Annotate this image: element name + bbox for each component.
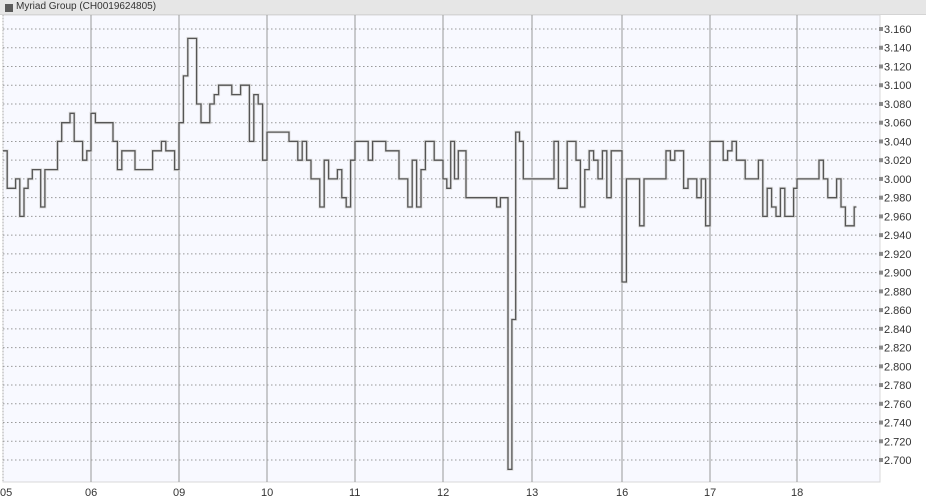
y-tick-label: 2.700 — [884, 455, 912, 467]
y-tick-label: 2.860 — [884, 305, 912, 317]
y-tick-label: 3.160 — [884, 24, 912, 36]
y-tick-label: 3.100 — [884, 80, 912, 92]
x-tick-label: 13 — [526, 487, 538, 499]
y-tick-label: 3.000 — [884, 174, 912, 186]
y-tick-label: 2.920 — [884, 249, 912, 261]
y-tick-marker — [879, 383, 883, 388]
y-tick-label: 2.820 — [884, 343, 912, 355]
y-tick-marker — [879, 308, 883, 313]
y-tick-label: 3.120 — [884, 61, 912, 73]
x-tick-label: 05 — [0, 487, 12, 499]
y-tick-marker — [879, 364, 883, 369]
y-tick-marker — [879, 289, 883, 294]
y-tick-marker — [879, 420, 883, 425]
y-tick-label: 2.760 — [884, 399, 912, 411]
y-tick-label: 3.080 — [884, 99, 912, 111]
y-tick-marker — [879, 158, 883, 163]
y-tick-label: 3.140 — [884, 43, 912, 55]
y-tick-label: 3.020 — [884, 155, 912, 167]
series-square-icon — [5, 4, 13, 12]
y-tick-marker — [879, 439, 883, 444]
y-tick-marker — [879, 101, 883, 106]
y-tick-marker — [879, 45, 883, 50]
x-tick-label: 12 — [437, 487, 449, 499]
y-tick-marker — [879, 27, 883, 31]
x-tick-label: 10 — [261, 487, 273, 499]
y-tick-label: 2.960 — [884, 211, 912, 223]
y-tick-label: 2.840 — [884, 324, 912, 336]
y-tick-marker — [879, 195, 883, 200]
x-tick-label: 09 — [173, 487, 185, 499]
y-tick-marker — [879, 176, 883, 181]
y-tick-marker — [879, 233, 883, 238]
y-tick-marker — [879, 458, 883, 463]
y-tick-marker — [879, 251, 883, 256]
y-tick-marker — [879, 120, 883, 125]
y-tick-label: 2.900 — [884, 268, 912, 280]
y-tick-marker — [879, 139, 883, 144]
y-tick-label: 2.740 — [884, 418, 912, 430]
chart-title: Myriad Group (CH0019624805) — [16, 1, 157, 12]
y-tick-label: 2.980 — [884, 193, 912, 205]
x-tick-label: 16 — [616, 487, 628, 499]
x-tick-label: 06 — [85, 487, 97, 499]
y-tick-label: 3.040 — [884, 136, 912, 148]
y-tick-marker — [879, 270, 883, 275]
y-tick-label: 2.780 — [884, 380, 912, 392]
x-tick-label: 11 — [349, 487, 360, 499]
price-line — [3, 37, 857, 471]
y-tick-label: 3.060 — [884, 118, 912, 130]
y-tick-marker — [879, 83, 883, 88]
plot-area — [2, 14, 881, 483]
x-tick-label: 17 — [704, 487, 716, 499]
y-tick-label: 2.800 — [884, 361, 912, 373]
y-tick-marker — [879, 345, 883, 350]
y-tick-marker — [879, 214, 883, 219]
x-tick-label: 18 — [791, 487, 803, 499]
y-tick-marker — [879, 326, 883, 331]
y-tick-marker — [879, 64, 883, 69]
y-tick-label: 2.940 — [884, 230, 912, 242]
y-tick-marker — [879, 401, 883, 406]
y-tick-label: 2.880 — [884, 286, 912, 298]
y-tick-label: 2.720 — [884, 436, 912, 448]
